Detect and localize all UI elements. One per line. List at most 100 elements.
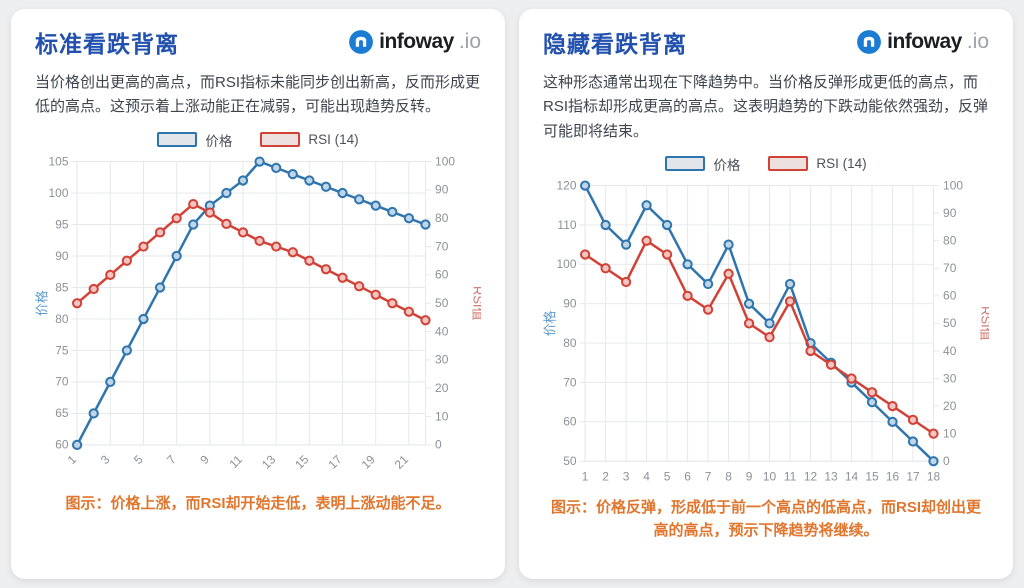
svg-text:0: 0 bbox=[943, 454, 950, 468]
svg-text:3: 3 bbox=[623, 469, 630, 483]
svg-text:3: 3 bbox=[98, 452, 113, 467]
svg-text:70: 70 bbox=[943, 261, 957, 275]
panel-hidden-bearish-divergence: 隐藏看跌背离 infoway .io 这种形态通常出现在下降趋势中。当价格反弹形成… bbox=[519, 9, 1013, 579]
infoway-logo-icon bbox=[349, 30, 374, 54]
svg-text:7: 7 bbox=[164, 452, 179, 467]
price-rsi-chart-hidden: 5060708090100110120010203040506070809010… bbox=[543, 178, 989, 483]
page-title: 隐藏看跌背离 bbox=[543, 31, 687, 57]
chart-area: 60 65 70 75 80 85 90 95 100 105 0 10 20 30 40 50 60 70 80 9… bbox=[35, 152, 481, 489]
brand-name: infoway bbox=[379, 30, 454, 53]
svg-text:110: 110 bbox=[557, 218, 576, 232]
svg-text:70: 70 bbox=[563, 375, 577, 389]
legend-swatch bbox=[260, 132, 301, 148]
svg-text:16: 16 bbox=[886, 469, 900, 483]
svg-text:80: 80 bbox=[943, 233, 957, 247]
svg-text:70: 70 bbox=[55, 374, 69, 388]
legend-label: RSI (14) bbox=[308, 132, 359, 148]
svg-text:90: 90 bbox=[55, 248, 69, 262]
svg-text:13: 13 bbox=[824, 469, 838, 483]
svg-text:15: 15 bbox=[292, 452, 312, 472]
svg-text:18: 18 bbox=[927, 469, 941, 483]
svg-text:5: 5 bbox=[131, 452, 146, 467]
svg-text:6: 6 bbox=[684, 469, 691, 483]
svg-text:90: 90 bbox=[563, 296, 577, 310]
brand-logo: infoway .io bbox=[856, 29, 989, 55]
svg-text:75: 75 bbox=[55, 343, 69, 357]
svg-text:50: 50 bbox=[563, 454, 577, 468]
svg-text:17: 17 bbox=[906, 469, 920, 483]
svg-text:40: 40 bbox=[435, 324, 449, 338]
chart-caption: 图示：价格反弹，形成低于前一个高点的低高点，而RSI却创出更高的高点，预示下降趋… bbox=[551, 498, 982, 539]
svg-text:0: 0 bbox=[435, 437, 442, 451]
svg-text:40: 40 bbox=[943, 344, 957, 358]
svg-text:50: 50 bbox=[943, 316, 957, 330]
chart-grid bbox=[76, 160, 426, 445]
legend-item-price: 价格 bbox=[157, 130, 232, 150]
y-right-axis-title: RSI值 bbox=[470, 286, 481, 321]
brand-tld: .io bbox=[458, 30, 481, 53]
svg-text:80: 80 bbox=[563, 336, 577, 350]
svg-text:120: 120 bbox=[557, 178, 577, 192]
svg-text:1: 1 bbox=[582, 469, 589, 483]
y-right-axis-title: RSI值 bbox=[978, 306, 989, 341]
legend-item-price: 价格 bbox=[665, 154, 740, 174]
svg-text:10: 10 bbox=[763, 469, 777, 483]
legend-label: 价格 bbox=[713, 157, 741, 173]
price-rsi-chart-standard: 6065707580859095100105010203040506070809… bbox=[35, 154, 481, 471]
svg-text:70: 70 bbox=[435, 239, 449, 253]
brand-tld: .io bbox=[966, 30, 989, 53]
rsi-line-series bbox=[579, 235, 939, 439]
infoway-logo-icon bbox=[857, 30, 882, 54]
svg-text:17: 17 bbox=[325, 452, 345, 472]
svg-text:100: 100 bbox=[435, 154, 455, 168]
svg-text:12: 12 bbox=[804, 469, 818, 483]
svg-text:4: 4 bbox=[643, 469, 650, 483]
legend-label: RSI (14) bbox=[816, 156, 867, 172]
svg-text:19: 19 bbox=[359, 452, 379, 472]
svg-text:14: 14 bbox=[845, 469, 859, 483]
svg-text:11: 11 bbox=[784, 469, 797, 483]
svg-text:80: 80 bbox=[55, 311, 69, 325]
svg-text:10: 10 bbox=[435, 409, 449, 423]
legend-item-rsi: RSI (14) bbox=[768, 156, 867, 172]
legend-swatch bbox=[768, 156, 809, 172]
chart-grid bbox=[584, 184, 934, 462]
svg-text:105: 105 bbox=[49, 154, 69, 168]
svg-text:80: 80 bbox=[435, 211, 449, 225]
svg-text:50: 50 bbox=[435, 296, 449, 310]
svg-text:13: 13 bbox=[259, 452, 279, 472]
y-left-axis-title: 价格 bbox=[543, 310, 557, 336]
chart-area: 50 60 70 80 90 100 110 120 0 10 20 30 40 50 60 70 80 90 10… bbox=[543, 176, 989, 492]
svg-text:9: 9 bbox=[746, 469, 753, 483]
svg-text:20: 20 bbox=[943, 399, 957, 413]
svg-text:15: 15 bbox=[865, 469, 879, 483]
svg-text:9: 9 bbox=[197, 452, 212, 467]
chart-legend: 价格 RSI (14) bbox=[35, 130, 481, 150]
chart-legend: 价格 RSI (14) bbox=[543, 154, 989, 174]
svg-text:30: 30 bbox=[943, 371, 957, 385]
svg-text:85: 85 bbox=[55, 280, 69, 294]
axis-ticks: 5060708090100110120010203040506070809010… bbox=[557, 178, 964, 483]
panel-header: 隐藏看跌背离 infoway .io bbox=[543, 25, 989, 59]
svg-text:8: 8 bbox=[725, 469, 732, 483]
panel-standard-bearish-divergence: 标准看跌背离 infoway .io 当价格创出更高的高点，而RSI指标未能同步创… bbox=[11, 9, 505, 579]
axis-ticks: 6065707580859095100105010203040506070809… bbox=[49, 154, 456, 471]
brand-name: infoway bbox=[887, 30, 962, 53]
y-left-axis-title: 价格 bbox=[35, 290, 49, 316]
svg-text:10: 10 bbox=[943, 426, 957, 440]
svg-text:5: 5 bbox=[664, 469, 671, 483]
svg-text:11: 11 bbox=[226, 452, 245, 471]
svg-text:60: 60 bbox=[943, 289, 957, 303]
svg-text:65: 65 bbox=[55, 406, 69, 420]
panel-header: 标准看跌背离 infoway .io bbox=[35, 25, 481, 59]
panel-description: 这种形态通常出现在下降趋势中。当价格反弹形成更低的高点，而RSI指标却形成更高的… bbox=[543, 74, 989, 140]
rsi-line-series bbox=[71, 198, 431, 325]
brand-logo: infoway .io bbox=[348, 29, 481, 55]
legend-swatch bbox=[157, 132, 198, 148]
page-title: 标准看跌背离 bbox=[35, 31, 179, 57]
svg-text:30: 30 bbox=[435, 352, 449, 366]
svg-text:60: 60 bbox=[55, 437, 69, 451]
panel-description: 当价格创出更高的高点，而RSI指标未能同步创出新高，反而形成更低的高点。这预示着… bbox=[35, 74, 481, 116]
chart-caption: 图示：价格上涨，而RSI却开始走低，表明上涨动能不足。 bbox=[65, 495, 451, 513]
